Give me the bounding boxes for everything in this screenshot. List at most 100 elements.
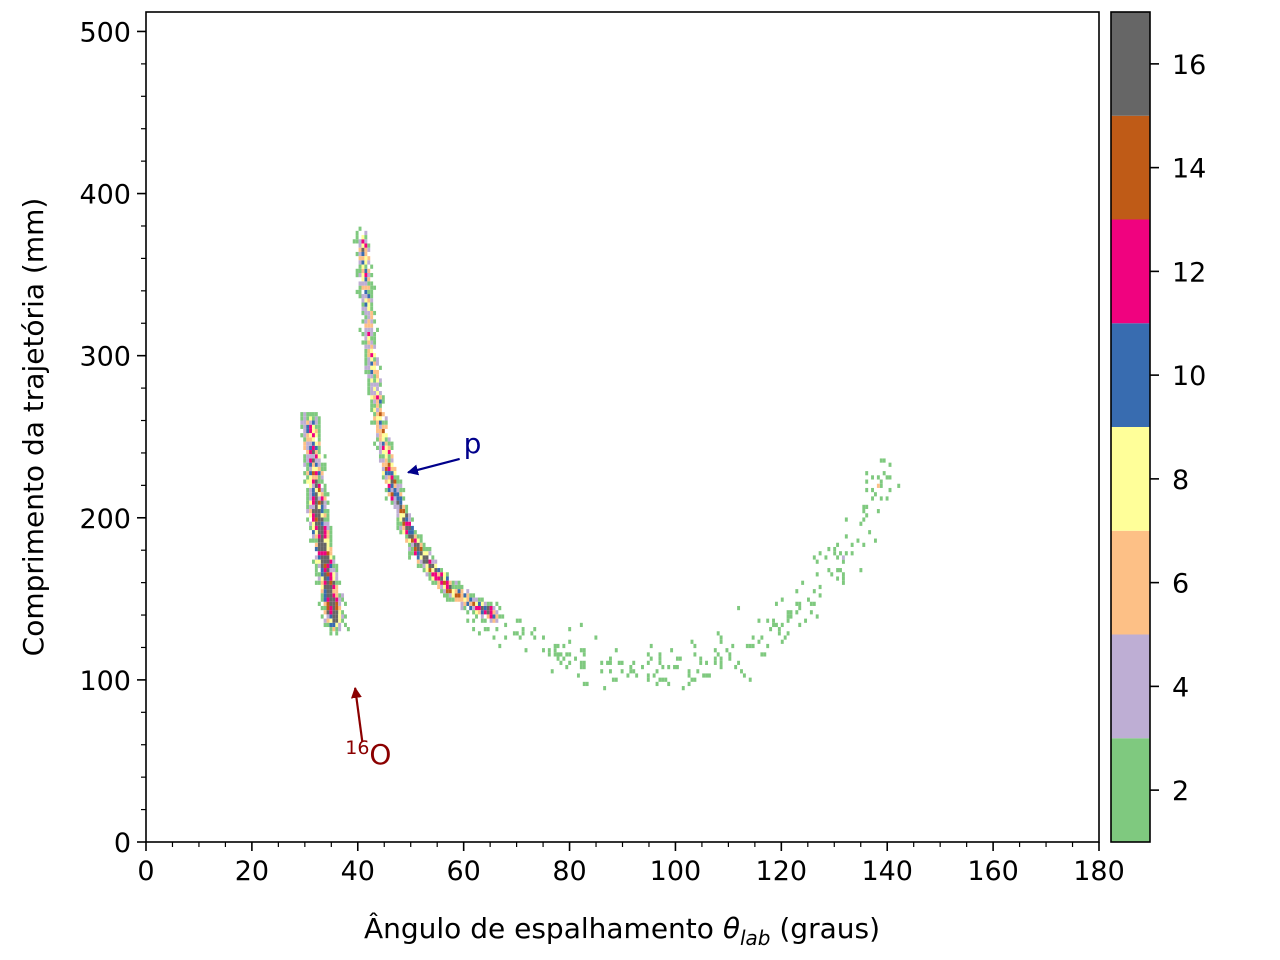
heatmap-cell — [314, 450, 318, 455]
heatmap-cell — [440, 580, 444, 585]
heatmap-cell — [306, 504, 310, 510]
colorbar-tick-label: 6 — [1172, 569, 1189, 600]
heatmap-cell — [559, 660, 563, 665]
heatmap-cell — [341, 597, 345, 602]
heatmap-cell — [475, 601, 478, 606]
heatmap-cell — [472, 601, 476, 606]
heatmap-cell — [367, 243, 371, 248]
heatmap-cell — [387, 492, 391, 497]
heatmap-cell — [364, 357, 368, 362]
heatmap-cell — [329, 614, 333, 619]
heatmap-cell — [582, 652, 586, 657]
heatmap-cell — [632, 669, 636, 674]
heatmap-cell — [314, 471, 318, 476]
colorbar-frame — [1110, 11, 1151, 843]
heatmap-cell — [323, 509, 327, 514]
heatmap-cell — [317, 525, 321, 531]
heatmap-cell — [402, 504, 406, 510]
heatmap-cell — [373, 365, 377, 370]
heatmap-cell — [387, 462, 391, 467]
heatmap-cell — [370, 395, 374, 400]
heatmap-cell — [320, 538, 324, 543]
heatmap-cell — [320, 568, 324, 573]
heatmap-cell — [370, 332, 374, 337]
heatmap-cell — [399, 487, 403, 493]
heatmap-cell — [329, 542, 333, 547]
heatmap-cell — [323, 517, 327, 522]
heatmap-cell — [320, 542, 324, 547]
heatmap-cell — [323, 504, 327, 510]
heatmap-cell — [454, 584, 458, 590]
heatmap-cell — [376, 437, 379, 442]
heatmap-cell — [387, 454, 391, 459]
heatmap-cell — [335, 610, 339, 615]
heatmap-cell — [399, 517, 403, 522]
heatmap-cell — [451, 580, 455, 585]
heatmap-cell — [492, 614, 496, 619]
heatmap-cell — [873, 492, 877, 497]
heatmap-cell — [786, 618, 790, 623]
heatmap-cell — [457, 597, 461, 602]
heatmap-cell — [367, 332, 371, 337]
heatmap-cell — [457, 584, 461, 590]
heatmap-cell — [396, 500, 400, 505]
heatmap-cell — [332, 618, 336, 623]
heatmap-cell — [309, 420, 312, 425]
heatmap-cell — [326, 546, 330, 552]
heatmap-cell — [352, 239, 356, 244]
heatmap-cell — [364, 340, 368, 345]
heatmap-cell — [309, 428, 312, 434]
heatmap-cell — [332, 597, 336, 602]
heatmap-cell — [320, 496, 324, 501]
heatmap-cell — [311, 509, 315, 514]
heatmap-cell — [306, 500, 310, 505]
heatmap-cell — [408, 521, 411, 526]
heatmap-cell — [384, 441, 388, 446]
heatmap-cell — [649, 656, 653, 661]
heatmap-cell — [603, 686, 607, 691]
heatmap-cell — [469, 593, 473, 598]
heatmap-cell — [384, 487, 388, 493]
heatmap-cell — [311, 454, 315, 459]
heatmap-cell — [364, 344, 368, 349]
heatmap-cell — [355, 289, 359, 295]
heatmap-cell — [311, 538, 315, 543]
heatmap-cell — [314, 428, 318, 434]
heatmap-cell — [317, 555, 321, 560]
heatmap-cell — [317, 534, 321, 539]
heatmap-cell — [387, 445, 391, 451]
heatmap-cell — [364, 369, 368, 375]
heatmap-cell — [376, 445, 379, 451]
heatmap-cell — [323, 538, 327, 543]
heatmap-cell — [317, 483, 321, 488]
heatmap-cell — [311, 513, 315, 518]
heatmap-cell — [323, 622, 327, 628]
heatmap-cell — [317, 441, 321, 446]
heatmap-cell — [338, 593, 342, 598]
heatmap-cell — [658, 677, 662, 682]
heatmap-cell — [306, 437, 310, 442]
heatmap-cell — [329, 584, 333, 590]
heatmap-cell — [311, 479, 315, 484]
heatmap-cell — [309, 416, 312, 421]
heatmap-cell — [376, 327, 379, 332]
heatmap-cell — [338, 601, 342, 606]
heatmap-cell — [317, 542, 321, 547]
heatmap-cell — [454, 580, 458, 585]
heatmap-cell — [378, 407, 382, 413]
heatmap-cell — [309, 454, 312, 459]
x-tick-label: 60 — [446, 856, 480, 887]
heatmap-cell — [323, 605, 327, 611]
heatmap-cell — [667, 664, 671, 670]
heatmap-cell — [646, 660, 650, 665]
heatmap-cell — [317, 454, 321, 459]
heatmap-cell — [460, 605, 464, 611]
heatmap-cell — [498, 643, 502, 649]
heatmap-cell — [477, 601, 481, 606]
heatmap-cell — [317, 496, 321, 501]
heatmap-cell — [818, 584, 822, 590]
heatmap-cell — [408, 542, 411, 547]
heatmap-cell — [431, 572, 435, 577]
heatmap-cell — [323, 521, 327, 526]
heatmap-cell — [335, 563, 339, 569]
